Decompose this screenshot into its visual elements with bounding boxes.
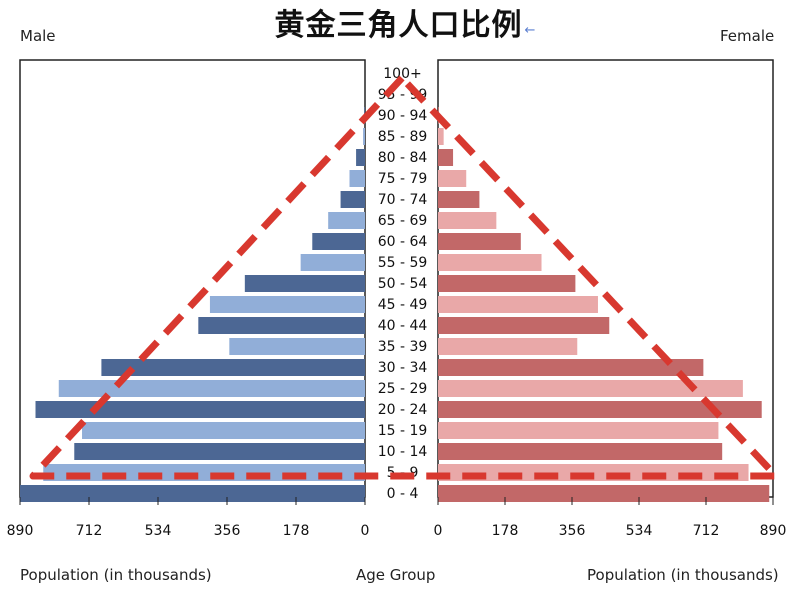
age-group-label: 35 - 39 [378, 339, 428, 355]
bars-group [20, 107, 770, 502]
male-tick-label: 356 [214, 523, 241, 539]
female-bar [438, 275, 576, 292]
male-bar [209, 296, 365, 313]
x-axis-label-left: Population (in thousands) [20, 566, 212, 584]
female-bar [438, 443, 723, 460]
female-tick-label: 178 [492, 523, 519, 539]
age-group-label: 80 - 84 [378, 150, 428, 166]
age-group-label: 45 - 49 [378, 297, 428, 313]
triangle-outline [29, 74, 780, 480]
male-tick-label: 0 [361, 523, 370, 539]
age-group-label: 55 - 59 [378, 255, 428, 271]
male-bar [356, 149, 365, 166]
male-tick-label: 534 [145, 523, 172, 539]
male-tick-label: 890 [7, 523, 34, 539]
female-bar [438, 380, 743, 397]
male-bar [340, 191, 365, 208]
male-tick-label: 712 [76, 523, 103, 539]
male-tick-label: 178 [283, 523, 310, 539]
male-bar [20, 485, 365, 502]
male-bar [101, 359, 366, 376]
female-bar [438, 233, 521, 250]
male-bar [328, 212, 365, 229]
female-bar [438, 212, 497, 229]
male-bar [312, 233, 365, 250]
male-bar [198, 317, 365, 334]
female-bar [438, 128, 444, 145]
female-bar [438, 149, 454, 166]
age-group-label: 25 - 29 [378, 381, 428, 397]
age-group-label: 30 - 34 [378, 360, 428, 376]
female-tick-label: 890 [760, 523, 787, 539]
age-group-label: 75 - 79 [378, 171, 428, 187]
age-group-label: 70 - 74 [378, 192, 428, 208]
age-group-label: 20 - 24 [378, 402, 428, 418]
female-bar [438, 254, 542, 271]
male-bar [43, 464, 366, 481]
age-group-label: 10 - 14 [378, 444, 428, 460]
ticks-group: 890 712 534 356 178 0 0 178 356 534 712 890 [7, 497, 787, 539]
female-bar [438, 359, 704, 376]
age-group-label: 60 - 64 [378, 234, 428, 250]
male-bar [244, 275, 365, 292]
x-axis-label-center: Age Group [356, 566, 436, 584]
age-group-label: 90 - 94 [378, 108, 428, 124]
arrow-icon: ← [524, 23, 536, 38]
female-bar [438, 422, 719, 439]
male-bar [229, 338, 365, 355]
male-bar [300, 254, 365, 271]
female-label: Female [720, 27, 775, 45]
female-bar [438, 317, 610, 334]
age-group-label: 15 - 19 [378, 423, 428, 439]
male-label: Male [20, 27, 56, 45]
female-bar [438, 338, 578, 355]
male-bar [35, 401, 366, 418]
female-bar [438, 296, 598, 313]
female-tick-label: 0 [434, 523, 443, 539]
male-bar [74, 443, 366, 460]
female-tick-label: 712 [693, 523, 720, 539]
female-bar [438, 191, 480, 208]
male-bar [58, 380, 366, 397]
female-bar [438, 401, 762, 418]
age-group-label: 100+ [383, 66, 421, 82]
female-tick-label: 534 [626, 523, 653, 539]
dashed-triangle-annotation [29, 74, 780, 480]
age-group-label: 0 - 4 [387, 486, 419, 502]
male-bar [349, 170, 365, 187]
chart-title: 黄金三角人口比例 [274, 8, 523, 43]
x-axis-label-right: Population (in thousands) [587, 566, 779, 584]
female-bar [438, 170, 467, 187]
male-bar [82, 422, 366, 439]
female-tick-label: 356 [559, 523, 586, 539]
age-group-label: 40 - 44 [378, 318, 428, 334]
title-box: 黄金三角人口比例 ← [255, 0, 555, 56]
male-bar [363, 128, 365, 145]
age-group-label: 85 - 89 [378, 129, 428, 145]
female-bar [438, 485, 770, 502]
age-group-label: 65 - 69 [378, 213, 428, 229]
age-group-label: 50 - 54 [378, 276, 428, 292]
